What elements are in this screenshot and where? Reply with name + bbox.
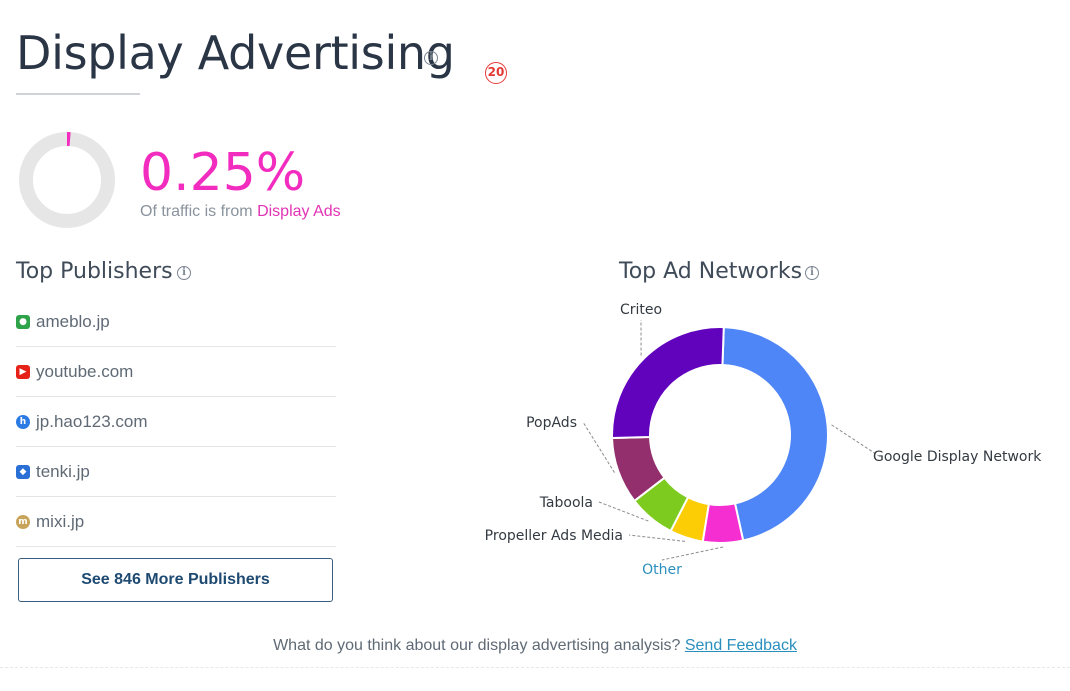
ameblo-icon: ● — [16, 314, 30, 329]
display-ads-label: Display Ads — [257, 203, 341, 220]
mixi-icon: m — [16, 514, 30, 529]
publisher-row[interactable]: ● ameblo.jp — [16, 297, 336, 347]
slice-label: Google Display Network — [873, 449, 1042, 465]
hao123-icon: h — [16, 414, 30, 429]
publisher-name[interactable]: tenki.jp — [36, 461, 90, 481]
publisher-name[interactable]: mixi.jp — [36, 511, 85, 531]
donut-slice[interactable] — [721, 326, 829, 542]
donut-slice[interactable] — [611, 326, 725, 440]
page-title: Display Advertising — [16, 26, 455, 80]
top-ad-networks-title: Top Ad Networks — [619, 259, 803, 284]
publisher-name[interactable]: youtube.com — [36, 361, 134, 381]
publisher-row[interactable]: h jp.hao123.com — [16, 397, 336, 447]
slice-label: Other — [642, 562, 682, 578]
info-icon[interactable]: i — [805, 266, 819, 280]
send-feedback-link[interactable]: Send Feedback — [684, 637, 797, 654]
footer-divider — [0, 667, 1070, 668]
caption-text: Of traffic is from — [140, 203, 258, 220]
slice-leader-line — [598, 501, 649, 522]
slice-label: PopAds — [526, 415, 577, 431]
slice-label: Taboola — [539, 495, 593, 511]
ad-networks-donut-chart: Google Display Network Other Propeller Ads… — [485, 302, 1043, 578]
see-more-publishers-button[interactable]: See 846 More Publishers — [18, 558, 333, 602]
publisher-name[interactable]: jp.hao123.com — [36, 411, 148, 431]
top-publishers-title: Top Publishers — [16, 259, 173, 284]
slice-leader-line — [582, 421, 615, 473]
traffic-caption: Of traffic is from Display Ads — [140, 203, 341, 221]
display-percent: 0.25% — [140, 143, 306, 203]
slice-leader-line — [661, 546, 724, 561]
slice-label: Propeller Ads Media — [485, 528, 623, 544]
annotation-badge: 20 — [485, 62, 507, 84]
publisher-list: ● ameblo.jp ▶ youtube.com h jp.hao123.co… — [16, 297, 336, 547]
slice-leader-line — [831, 424, 880, 457]
feedback-row: What do you think about our display adve… — [0, 637, 1070, 655]
publisher-row[interactable]: ▶ youtube.com — [16, 347, 336, 397]
slice-leader-line — [628, 534, 686, 542]
donut-track — [19, 132, 115, 228]
info-icon[interactable]: i — [177, 266, 191, 280]
feedback-text: What do you think about our display adve… — [273, 637, 685, 654]
title-underline — [16, 93, 140, 95]
publisher-row[interactable]: m mixi.jp — [16, 497, 336, 547]
tenki-icon: ◆ — [16, 464, 30, 479]
publisher-name[interactable]: ameblo.jp — [36, 311, 110, 331]
youtube-icon: ▶ — [16, 364, 30, 379]
slice-label: Criteo — [620, 302, 662, 318]
traffic-share-donut — [19, 132, 115, 228]
info-icon[interactable]: i — [424, 51, 438, 65]
publisher-row[interactable]: ◆ tenki.jp — [16, 447, 336, 497]
